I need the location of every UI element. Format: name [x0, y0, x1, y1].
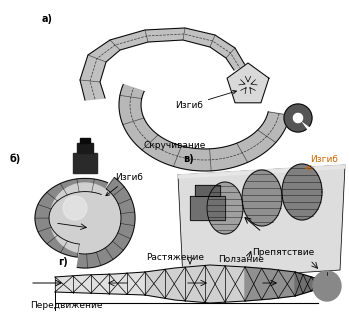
Polygon shape: [80, 28, 245, 100]
Polygon shape: [282, 164, 322, 220]
Polygon shape: [295, 272, 318, 296]
Polygon shape: [245, 267, 295, 301]
Polygon shape: [35, 178, 108, 257]
Text: г): г): [58, 257, 68, 267]
Polygon shape: [207, 182, 243, 234]
Polygon shape: [80, 138, 90, 143]
Text: б): б): [10, 153, 21, 164]
Text: Растяжение: Растяжение: [146, 253, 204, 262]
Polygon shape: [190, 196, 225, 220]
Polygon shape: [178, 165, 345, 280]
Text: в): в): [183, 154, 194, 164]
Circle shape: [63, 196, 87, 220]
Ellipse shape: [313, 271, 341, 301]
Polygon shape: [242, 170, 282, 226]
Text: Препятствие: Препятствие: [252, 248, 314, 257]
Text: Изгиб: Изгиб: [106, 173, 143, 196]
Text: Ползание: Ползание: [218, 255, 264, 264]
Text: Изгиб: Изгиб: [310, 155, 338, 164]
Polygon shape: [195, 185, 220, 196]
Polygon shape: [119, 85, 290, 171]
Text: Передвижение: Передвижение: [30, 301, 103, 310]
Polygon shape: [227, 63, 269, 103]
Text: а): а): [42, 14, 53, 24]
Polygon shape: [77, 178, 135, 268]
Polygon shape: [77, 143, 93, 153]
Polygon shape: [284, 104, 312, 132]
Text: Скручивание: Скручивание: [144, 141, 206, 150]
Polygon shape: [55, 272, 145, 295]
Text: Изгиб: Изгиб: [175, 91, 237, 110]
Circle shape: [50, 183, 120, 253]
Polygon shape: [178, 165, 345, 178]
Polygon shape: [73, 153, 97, 173]
Polygon shape: [145, 265, 245, 303]
